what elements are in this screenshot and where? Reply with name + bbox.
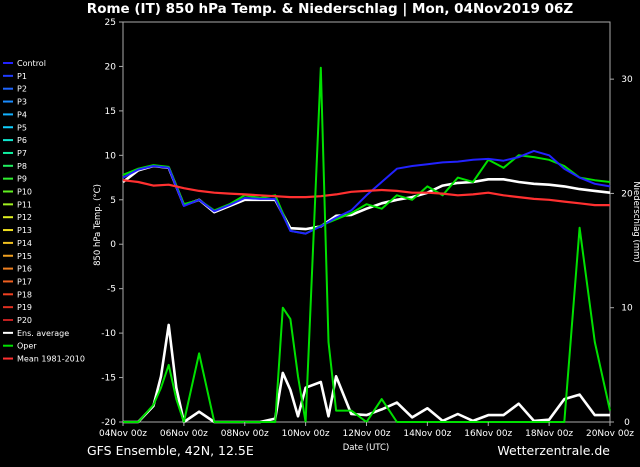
y-tick-label: 10 [105, 151, 117, 161]
y2-tick-label: 20 [621, 189, 633, 199]
x-tick-label: 14Nov 00z [403, 429, 451, 439]
legend-label: Ens. average [17, 329, 69, 338]
legend-label: P11 [17, 200, 32, 209]
legend-label: P3 [17, 98, 27, 107]
x-tick-label: 08Nov 00z [221, 429, 269, 439]
y-tick-label: 25 [105, 18, 116, 28]
x-tick-label: 04Nov 00z [99, 429, 147, 439]
y2-tick-label: 0 [624, 418, 630, 428]
legend-label: Mean 1981-2010 [17, 355, 85, 364]
axes: -20 -15 -10 -5 0 5 10 15 20 25 0 10 20 30 04Nov 00z 06N… [99, 18, 634, 439]
series-line-mean-1981-2010-temp [122, 179, 610, 207]
legend-label: P19 [17, 303, 32, 312]
x-tick-label: 20Nov 00z [586, 429, 634, 439]
y-tick-label: -20 [101, 418, 116, 428]
legend-label: P7 [17, 149, 27, 158]
y-tick-label: -15 [101, 374, 116, 384]
y2-tick-label: 10 [621, 304, 633, 314]
legend-label: P16 [17, 265, 32, 274]
series-line-ens-average-precip [123, 323, 610, 424]
legend-label: P8 [17, 162, 27, 171]
series-line-oper-precip [123, 66, 611, 423]
x-tick-label: 06Nov 00z [160, 429, 208, 439]
legend-label: P4 [17, 110, 27, 119]
x-tick-label: 16Nov 00z [464, 429, 512, 439]
legend-label: P1 [17, 72, 27, 81]
y-tick-label: 5 [110, 196, 116, 206]
y-tick-label: 20 [105, 62, 117, 72]
legend-label: P5 [17, 123, 27, 132]
y-tick-label: -5 [107, 285, 116, 295]
chart-title: Rome (IT) 850 hPa Temp. & Niederschlag |… [87, 1, 574, 17]
y2-axis-label: Niederschlag (mm) [631, 181, 640, 262]
legend-label: Oper [17, 342, 37, 351]
legend-label: Control [17, 59, 46, 68]
legend-label: P18 [17, 290, 32, 299]
series-line-control-temp [122, 149, 611, 235]
x-tick-label: 12Nov 00z [342, 429, 390, 439]
y-tick-label: 0 [110, 240, 116, 250]
footer-right: Wetterzentrale.de [497, 443, 610, 458]
x-tick-label: 18Nov 00z [525, 429, 573, 439]
x-tick-label: 10Nov 00z [282, 429, 330, 439]
legend-label: P2 [17, 85, 27, 94]
legend-label: P14 [17, 239, 32, 248]
y-tick-label: -10 [101, 329, 116, 339]
legend-label: P20 [17, 316, 32, 325]
y-tick-label: 15 [105, 107, 116, 117]
footer-left: GFS Ensemble, 42N, 12.5E [87, 443, 254, 458]
legend-label: P6 [17, 136, 27, 145]
legend-label: P12 [17, 213, 32, 222]
legend-label: P15 [17, 252, 32, 261]
legend-label: P10 [17, 188, 32, 197]
legend: Control P1 P2 P3 P4 P5 P6 P7 P8 P9 P10 P11 P12 P13 P14… [3, 59, 85, 364]
legend-label: P17 [17, 277, 32, 286]
y-axis-label: 850 hPa Temp. (°C) [93, 184, 103, 266]
legend-label: P9 [17, 175, 27, 184]
x-axis-label: Date (UTC) [343, 443, 390, 453]
y2-tick-label: 30 [621, 75, 633, 85]
legend-label: P13 [17, 226, 32, 235]
